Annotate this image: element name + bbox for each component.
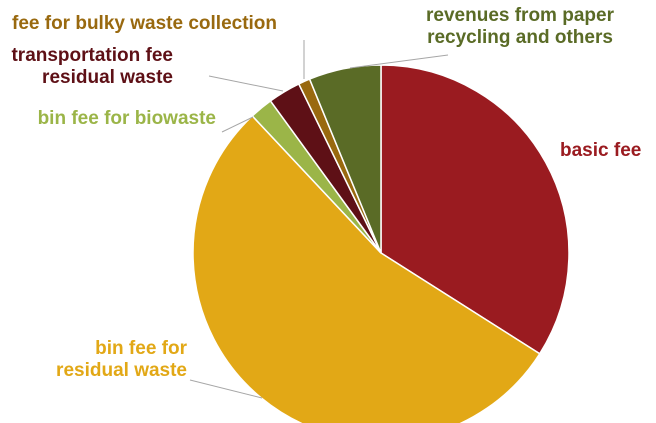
leader-line [208, 75, 284, 92]
slice-label-line: fee for bulky waste collection [12, 13, 277, 34]
slice-label-line: transportation fee [11, 45, 173, 66]
slice-label-line: bin fee for [95, 338, 187, 359]
slice-label: revenues from paper recycling and others [426, 5, 615, 48]
slice-label-line: recycling and others [427, 27, 613, 48]
pie-slice [308, 64, 382, 254]
leader-line [349, 54, 449, 69]
pie-slice [380, 64, 570, 355]
leader-line [189, 379, 263, 399]
slice-label-line: revenues from paper [426, 5, 615, 26]
slice-label: transportation fee residual waste [11, 45, 173, 88]
slice-label-line: bin fee for biowaste [38, 108, 216, 129]
slice-label-line: basic fee [560, 140, 641, 161]
slice-label: bin fee for residual waste [56, 338, 188, 381]
slice-label: basic fee [560, 140, 641, 161]
slice-label: bin fee for biowaste [38, 108, 216, 129]
slice-label: fee for bulky waste collection [12, 13, 277, 34]
leader-line [221, 116, 254, 133]
slice-label-line: residual waste [42, 67, 173, 88]
slice-label-line: residual waste [56, 360, 187, 381]
